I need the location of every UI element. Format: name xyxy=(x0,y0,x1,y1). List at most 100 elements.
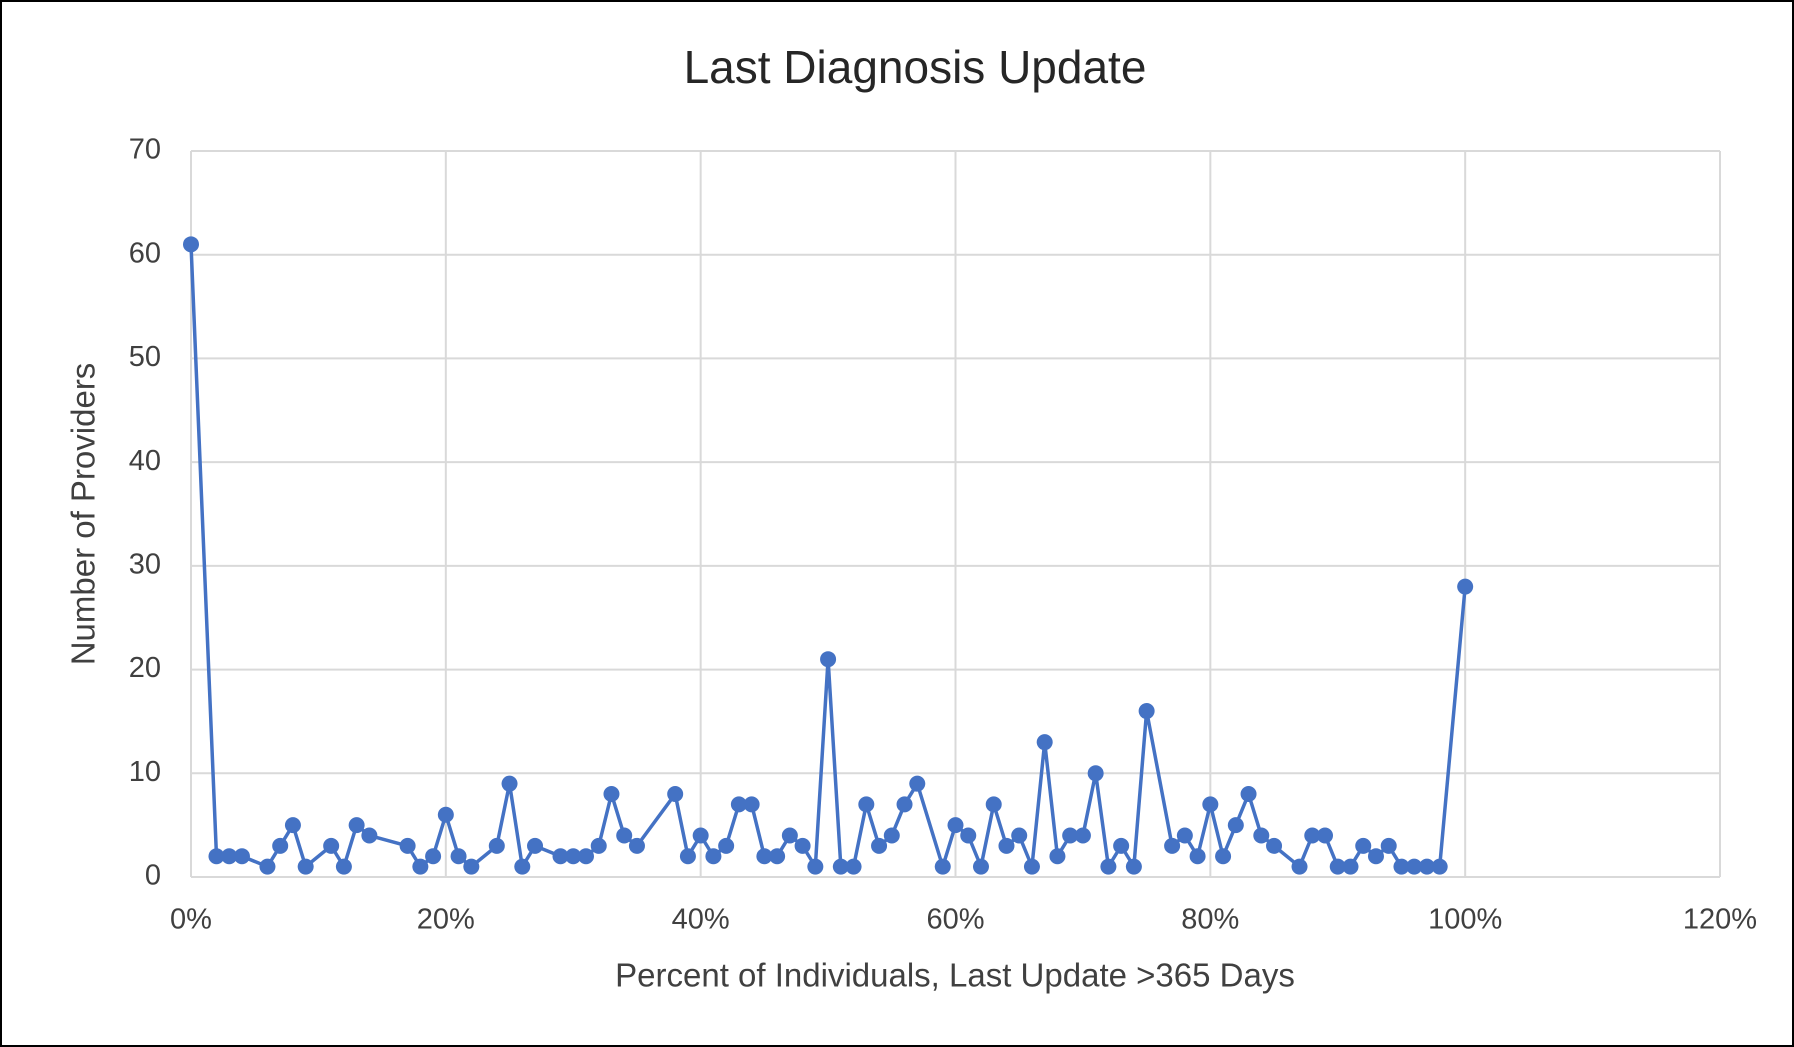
data-point xyxy=(1125,858,1142,875)
data-point xyxy=(1176,827,1193,844)
data-point xyxy=(1138,703,1155,720)
data-point xyxy=(577,848,594,865)
data-point xyxy=(1087,765,1104,782)
data-point xyxy=(437,806,454,823)
data-point xyxy=(1418,858,1435,875)
data-point xyxy=(1253,827,1270,844)
y-tick-label: 10 xyxy=(129,756,161,788)
data-point xyxy=(1393,858,1410,875)
data-point xyxy=(934,858,951,875)
data-point xyxy=(718,837,735,854)
data-point xyxy=(1023,858,1040,875)
y-tick-label: 0 xyxy=(145,860,161,892)
data-point xyxy=(985,796,1002,813)
x-tick-label: 20% xyxy=(417,904,475,936)
x-tick-label: 80% xyxy=(1181,904,1239,936)
data-point xyxy=(769,848,786,865)
data-point xyxy=(705,848,722,865)
data-point xyxy=(488,837,505,854)
y-tick-label: 70 xyxy=(129,134,161,166)
y-tick-label: 40 xyxy=(129,445,161,477)
data-point xyxy=(1049,848,1066,865)
data-point xyxy=(1202,796,1219,813)
y-tick-label: 20 xyxy=(129,652,161,684)
data-point xyxy=(412,858,429,875)
data-point xyxy=(896,796,913,813)
data-point xyxy=(183,236,199,253)
data-point xyxy=(208,848,225,865)
data-point xyxy=(1100,858,1117,875)
y-tick-label: 30 xyxy=(129,549,161,581)
data-point xyxy=(972,858,989,875)
data-point xyxy=(1380,837,1397,854)
data-point xyxy=(501,775,518,792)
data-point xyxy=(909,775,926,792)
data-point xyxy=(1215,848,1232,865)
data-point xyxy=(603,786,620,803)
data-point xyxy=(1406,858,1423,875)
data-point xyxy=(450,848,467,865)
x-axis-label: Percent of Individuals, Last Update >365… xyxy=(615,957,1295,994)
data-point xyxy=(1164,837,1181,854)
data-point xyxy=(1431,858,1448,875)
data-point xyxy=(399,837,416,854)
data-point xyxy=(756,848,773,865)
data-point xyxy=(552,848,569,865)
data-point xyxy=(1062,827,1079,844)
data-point xyxy=(463,858,480,875)
data-point xyxy=(1189,848,1206,865)
data-point xyxy=(565,848,582,865)
data-point xyxy=(348,817,365,834)
data-point xyxy=(1342,858,1359,875)
data-point xyxy=(743,796,760,813)
data-point xyxy=(425,848,442,865)
data-point xyxy=(730,796,747,813)
data-point xyxy=(794,837,811,854)
data-point xyxy=(335,858,352,875)
data-point xyxy=(1113,837,1130,854)
x-tick-label: 120% xyxy=(1683,904,1757,936)
data-point xyxy=(297,858,314,875)
data-point xyxy=(1367,848,1384,865)
series-line xyxy=(189,244,1467,869)
data-point xyxy=(947,817,964,834)
data-point xyxy=(807,858,824,875)
x-tick-label: 0% xyxy=(170,904,212,936)
data-point xyxy=(1457,578,1474,595)
data-point xyxy=(1266,837,1283,854)
data-point xyxy=(820,651,837,668)
data-point xyxy=(1355,837,1372,854)
y-axis-label: Number of Providers xyxy=(65,363,102,666)
data-point xyxy=(1317,827,1334,844)
data-point xyxy=(323,837,340,854)
data-point xyxy=(1291,858,1308,875)
data-point xyxy=(590,837,607,854)
x-tick-label: 60% xyxy=(926,904,984,936)
data-point xyxy=(832,858,849,875)
data-point xyxy=(1240,786,1257,803)
data-point xyxy=(998,837,1015,854)
data-point xyxy=(284,817,301,834)
data-point xyxy=(514,858,531,875)
y-tick-label: 60 xyxy=(129,237,161,269)
data-point xyxy=(883,827,900,844)
data-point xyxy=(361,827,378,844)
data-point xyxy=(221,848,238,865)
data-point xyxy=(679,848,696,865)
data-point xyxy=(272,837,289,854)
data-point xyxy=(628,837,645,854)
data-point xyxy=(845,858,862,875)
data-point xyxy=(692,827,709,844)
data-point xyxy=(1227,817,1244,834)
data-point xyxy=(960,827,977,844)
data-point xyxy=(1329,858,1346,875)
data-point xyxy=(259,858,276,875)
y-tick-label: 50 xyxy=(129,341,161,373)
data-point xyxy=(667,786,684,803)
x-tick-label: 100% xyxy=(1428,904,1502,936)
data-point xyxy=(858,796,875,813)
data-point xyxy=(233,848,250,865)
data-point xyxy=(1304,827,1321,844)
